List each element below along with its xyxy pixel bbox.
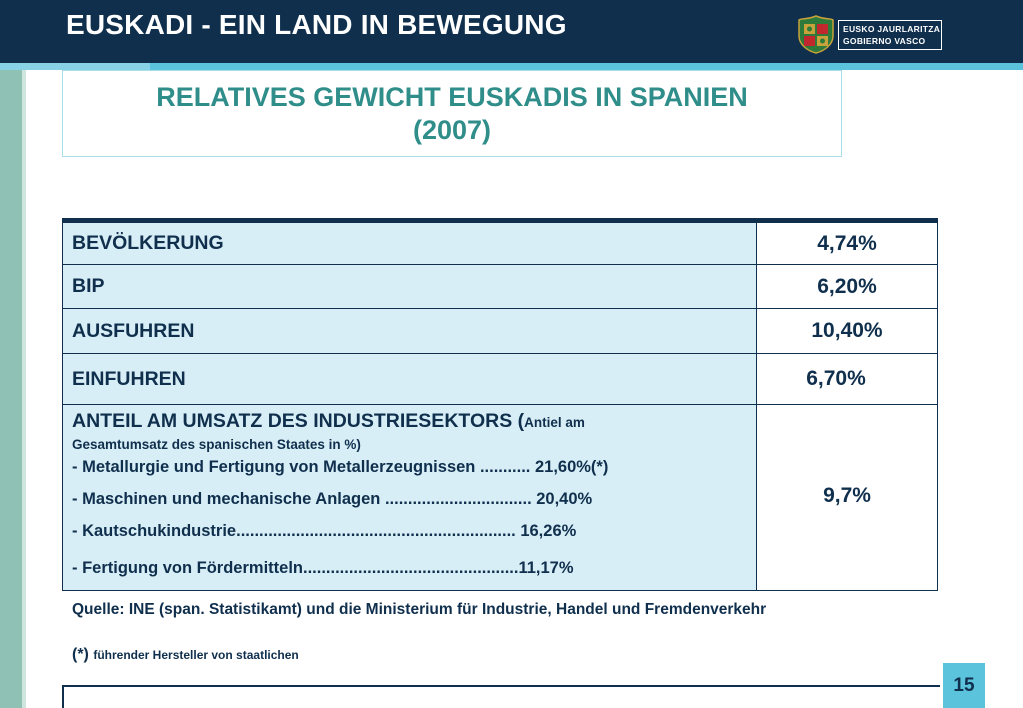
slide-title-box: RELATIVES GEWICHT EUSKADIS IN SPANIEN (2… bbox=[62, 70, 842, 157]
industry-heading-small: Antiel am bbox=[524, 415, 585, 430]
header-title: EUSKADI - EIN LAND IN BEWEGUNG bbox=[66, 9, 567, 40]
industry-item: - Maschinen und mechanische Anlagen ....… bbox=[72, 490, 593, 508]
row-label: EINFUHREN bbox=[62, 353, 757, 405]
row-value: 10,40% bbox=[756, 308, 938, 354]
table-row: BEVÖLKERUNG 4,74% bbox=[62, 220, 938, 265]
page-number: 15 bbox=[943, 663, 985, 708]
industry-share-value: 9,7% bbox=[756, 404, 938, 591]
industry-item: - Fertigung von Fördermitteln...........… bbox=[72, 559, 574, 577]
row-value: 6,20% bbox=[756, 264, 938, 309]
economic-weight-table: BEVÖLKERUNG 4,74% BIP 6,20% AUSFUHREN 10… bbox=[62, 218, 938, 591]
accent-strip-light bbox=[0, 63, 150, 70]
table-row: EINFUHREN 6,70% bbox=[62, 353, 938, 405]
table-row: AUSFUHREN 10,40% bbox=[62, 308, 938, 354]
industry-heading: ANTEIL AM UMSATZ DES INDUSTRIESEKTORS (A… bbox=[72, 410, 756, 434]
basque-coat-of-arms-icon bbox=[798, 15, 834, 54]
government-logo: EUSKO JAURLARITZA GOBIERNO VASCO bbox=[796, 14, 946, 54]
footnote-marker: (*) bbox=[72, 646, 89, 663]
industry-share-cell: ANTEIL AM UMSATZ DES INDUSTRIESEKTORS (A… bbox=[62, 404, 757, 591]
left-decorative-band-edge bbox=[22, 70, 26, 708]
industry-subheading: Gesamtumsatz des spanischen Staates in %… bbox=[72, 437, 361, 452]
left-decorative-band bbox=[0, 70, 22, 708]
logo-line-basque: EUSKO JAURLARITZA bbox=[843, 24, 941, 34]
row-value: 4,74% bbox=[756, 220, 938, 265]
slide-title: RELATIVES GEWICHT EUSKADIS IN SPANIEN bbox=[156, 82, 748, 112]
slide-title-year: (2007) bbox=[412, 115, 492, 145]
footnote-text: führender Hersteller von staatlichen bbox=[93, 648, 299, 662]
source-note: Quelle: INE (span. Statistikamt) und die… bbox=[72, 601, 767, 618]
table-row: BIP 6,20% bbox=[62, 264, 938, 309]
table-row-industry: ANTEIL AM UMSATZ DES INDUSTRIESEKTORS (A… bbox=[62, 404, 938, 591]
row-label: AUSFUHREN bbox=[62, 308, 757, 354]
bottom-divider-vertical bbox=[62, 685, 64, 708]
row-label: BEVÖLKERUNG bbox=[62, 220, 757, 265]
logo-text-box: EUSKO JAURLARITZA GOBIERNO VASCO bbox=[838, 20, 942, 50]
footnote: (*) führender Hersteller von staatlichen bbox=[72, 646, 299, 664]
industry-item: - Metallurgie und Fertigung von Metaller… bbox=[72, 458, 609, 476]
industry-item: - Kautschukindustrie....................… bbox=[72, 522, 577, 540]
accent-strip bbox=[0, 63, 1023, 70]
row-label: BIP bbox=[62, 264, 757, 309]
logo-line-spanish: GOBIERNO VASCO bbox=[843, 36, 926, 46]
industry-heading-text: ANTEIL AM UMSATZ DES INDUSTRIESEKTORS ( bbox=[72, 410, 525, 432]
header-bar: EUSKADI - EIN LAND IN BEWEGUNG EUSKO JAU… bbox=[0, 0, 1023, 66]
row-value: 6,70% bbox=[756, 353, 938, 405]
bottom-divider bbox=[62, 685, 940, 687]
